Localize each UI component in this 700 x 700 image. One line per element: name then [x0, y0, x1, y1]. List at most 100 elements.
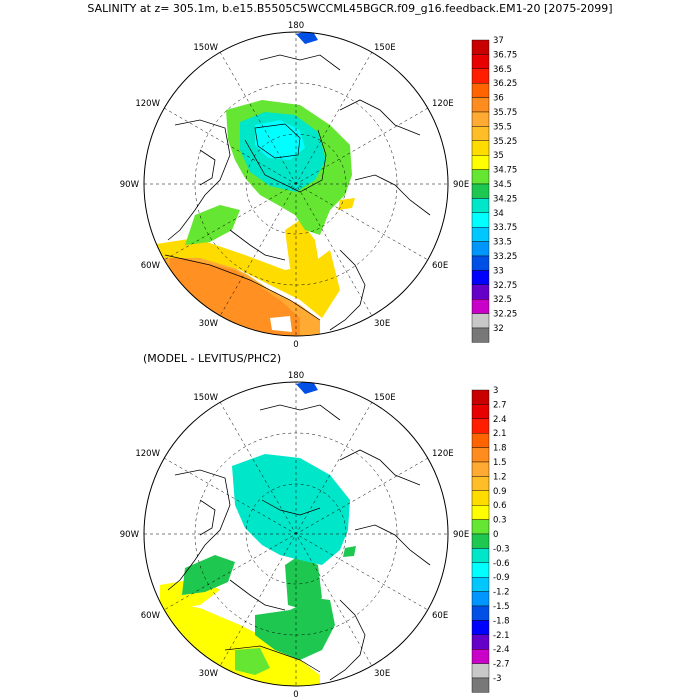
colorbar-difference-label-20: -3 [493, 674, 501, 684]
lon-label-60w: 60W [141, 261, 161, 271]
colorbar-difference-label-14: -1.2 [493, 588, 510, 598]
colorbar-salinity-label-19: 32.25 [493, 310, 517, 320]
colorbar-salinity-label-17: 32.75 [493, 281, 517, 291]
colorbar-difference-swatch-7 [471, 490, 490, 506]
bottom-panel-title: (MODEL - LEVITUS/PHC2) [143, 352, 282, 365]
map-boundary [143, 31, 449, 337]
colorbar-difference-label-7: 0.9 [493, 487, 507, 497]
colorbar-difference-label-9: 0.3 [493, 516, 507, 526]
colorbar-difference-swatch-4 [471, 447, 490, 463]
colorbar-difference-label-10: 0 [493, 530, 498, 540]
colorbar-salinity-label-11: 34.25 [493, 194, 517, 204]
colorbar-salinity-label-10: 34.5 [493, 180, 512, 190]
colorbar-difference-label-3: 2.1 [493, 429, 507, 439]
map-gridlines [144, 32, 448, 336]
lon-label-120e: 120E [432, 99, 454, 109]
colorbar-difference-swatch-13 [471, 576, 490, 592]
colorbar-salinity-swatch-19 [471, 313, 490, 329]
colorbar-salinity-swatch-6 [471, 126, 490, 142]
lon-label-120w: 120W [135, 449, 160, 459]
polar-map-difference: 180 0 90W 90E 150W 150E 120W 120E 60W 60… [120, 371, 510, 700]
colorbar-salinity-swatch-14 [471, 241, 490, 257]
colorbar-difference-swatch-15 [471, 605, 490, 621]
map-gridlines [144, 382, 448, 686]
colorbar-salinity-swatch-13 [471, 226, 490, 242]
colorbar-difference-label-16: -1.8 [493, 616, 510, 626]
colorbar-difference-swatch-1 [471, 404, 490, 420]
lon-label-150w: 150W [193, 393, 218, 403]
lon-label-120e: 120E [432, 449, 454, 459]
lon-label-30w: 30W [199, 319, 219, 329]
colorbar-salinity-swatch-18 [471, 299, 490, 314]
figure-title: SALINITY at z= 305.1m, b.e15.B5505C5WCCM… [87, 2, 613, 15]
lon-label-90w: 90W [120, 530, 140, 540]
lon-label-90e: 90E [453, 180, 469, 190]
colorbar-salinity-swatch-1 [471, 54, 490, 70]
colorbar-difference-swatch-3 [471, 432, 490, 448]
colorbar-salinity-label-5: 35.75 [493, 108, 517, 118]
lon-label-120w: 120W [135, 99, 160, 109]
colorbar-difference-label-11: -0.3 [493, 544, 510, 554]
colorbar-difference-swatch-0 [471, 389, 490, 405]
colorbar-difference-swatch-2 [471, 418, 490, 434]
colorbar-difference-label-2: 2.4 [493, 415, 507, 425]
colorbar-salinity-swatch-5 [471, 111, 490, 127]
colorbar-difference-label-12: -0.6 [493, 559, 510, 569]
map-panel-salinity: 180 0 90W 90E 150W 150E 120W 120E 60W 60… [120, 21, 518, 350]
colorbar-difference-label-1: 2.7 [493, 400, 507, 410]
colorbar-salinity-label-20: 32 [493, 324, 504, 334]
colorbar-salinity-label-6: 35.5 [493, 122, 512, 132]
salinity-field [150, 32, 431, 336]
lon-label-0: 0 [293, 690, 298, 700]
colorbar-salinity-swatch-3 [471, 82, 490, 98]
colorbar-salinity-label-0: 37 [493, 36, 504, 46]
difference-field [150, 382, 431, 686]
colorbar-salinity-label-2: 36.5 [493, 65, 512, 75]
colorbar-difference: 3 2.7 2.4 2.1 1.8 1.5 1.2 0.9 0.6 0.3 0 -0.3 -0.6 -0.… [471, 386, 510, 693]
colorbar-salinity-swatch-20 [471, 327, 490, 343]
lon-label-60e: 60E [432, 611, 448, 621]
colorbar-salinity-swatch-10 [471, 183, 490, 199]
colorbar-difference-swatch-10 [471, 533, 490, 549]
colorbar-salinity-swatch-0 [471, 39, 490, 55]
colorbar-salinity-swatch-15 [471, 255, 490, 271]
colorbar-salinity-label-7: 35.25 [493, 137, 517, 147]
colorbar-difference-label-5: 1.5 [493, 458, 507, 468]
colorbar-difference-swatch-19 [471, 663, 490, 679]
colorbar-difference-swatch-5 [471, 461, 490, 477]
map-boundary [143, 381, 449, 687]
colorbar-salinity-label-14: 33.5 [493, 238, 512, 248]
colorbar-difference-swatch-16 [471, 620, 490, 635]
lon-label-90e: 90E [453, 530, 469, 540]
longitude-labels: 180 0 90W 90E 150W 150E 120W 120E 60W 60… [120, 371, 469, 700]
polar-map-salinity: 180 0 90W 90E 150W 150E 120W 120E 60W 60… [120, 21, 518, 350]
colorbar-salinity-label-18: 32.5 [493, 295, 512, 305]
colorbar-salinity-label-15: 33.25 [493, 252, 517, 262]
lon-label-150e: 150E [374, 43, 396, 53]
colorbar-salinity-label-1: 36.75 [493, 50, 517, 60]
colorbar-salinity-label-3: 36.25 [493, 79, 517, 89]
colorbar-difference-swatch-6 [471, 476, 490, 492]
colorbar-difference-label-8: 0.6 [493, 501, 507, 511]
colorbar-salinity-label-9: 34.75 [493, 166, 517, 176]
colorbar-difference-label-0: 3 [493, 386, 498, 396]
lon-label-0: 0 [293, 340, 298, 350]
colorbar-salinity-label-8: 35 [493, 151, 504, 161]
colorbar-salinity: 37 36.75 36.5 36.25 36 35.75 35.5 35.25 35 34.75 3… [471, 36, 517, 343]
colorbar-difference-swatch-18 [471, 649, 490, 664]
colorbar-salinity-swatch-4 [471, 97, 490, 113]
lon-label-30e: 30E [374, 319, 390, 329]
map-panel-difference: 180 0 90W 90E 150W 150E 120W 120E 60W 60… [0, 350, 700, 700]
lon-label-90w: 90W [120, 180, 140, 190]
colorbar-salinity-swatch-17 [471, 284, 490, 300]
colorbar-salinity-label-12: 34 [493, 209, 504, 219]
lon-label-30w: 30W [199, 669, 219, 679]
colorbar-difference-label-18: -2.4 [493, 645, 510, 655]
colorbar-salinity-swatch-7 [471, 140, 490, 156]
lon-label-150w: 150W [193, 43, 218, 53]
colorbar-salinity-swatch-9 [471, 169, 490, 185]
lon-label-30e: 30E [374, 669, 390, 679]
colorbar-difference-label-13: -0.9 [493, 573, 510, 583]
colorbar-salinity-swatch-16 [471, 270, 490, 285]
colorbar-difference-swatch-20 [471, 677, 490, 693]
